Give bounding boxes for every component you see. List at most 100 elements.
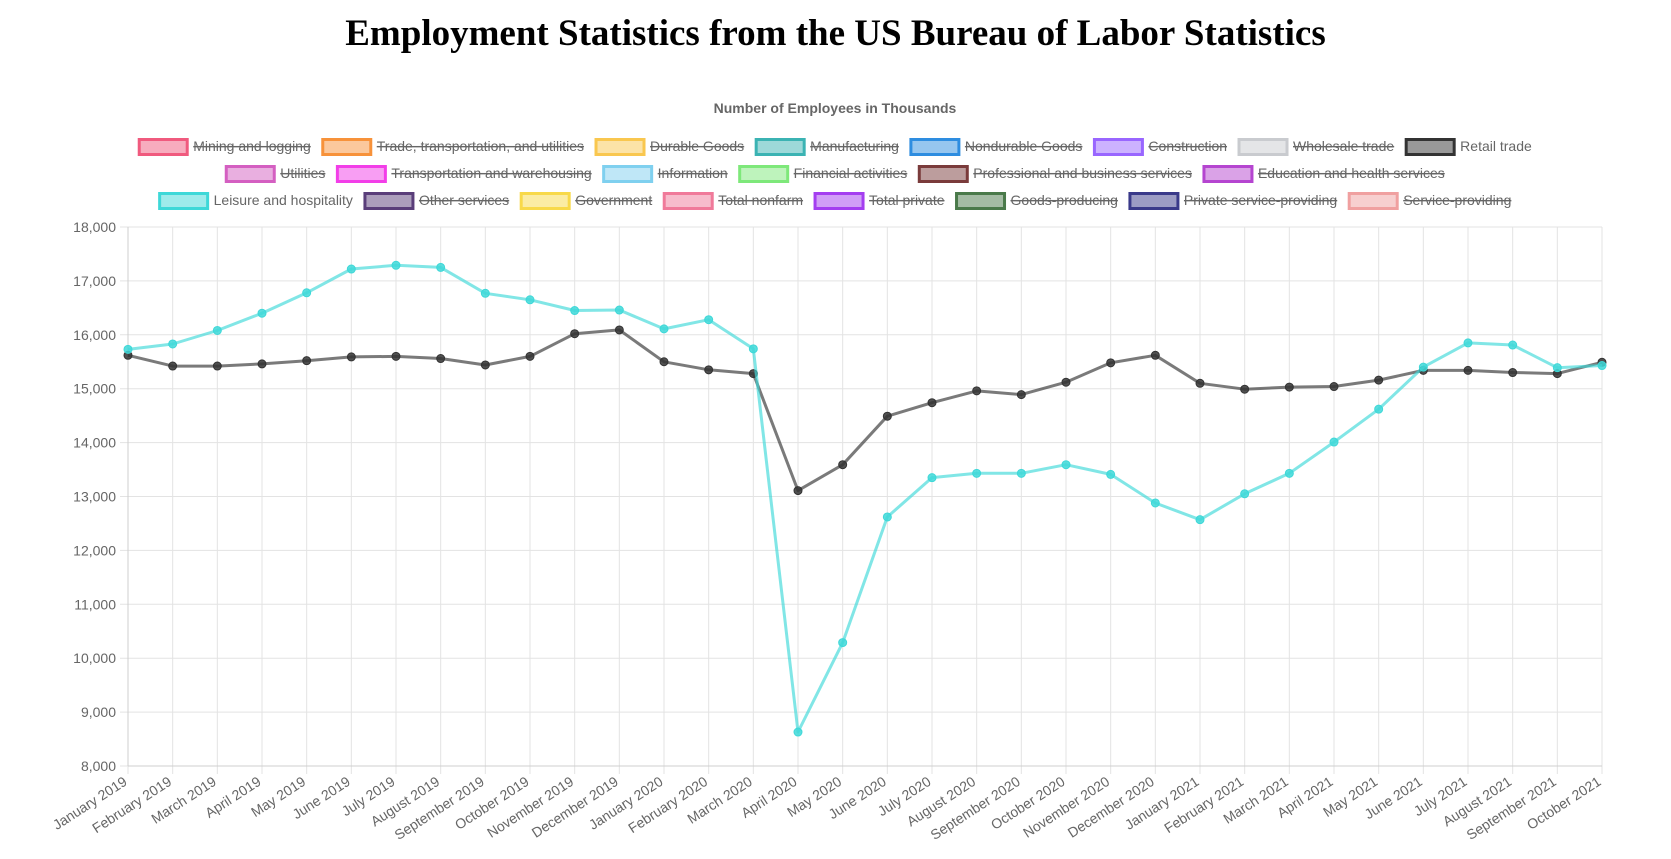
legend-item[interactable]: Nondurable Goods — [909, 138, 1083, 156]
legend-item[interactable]: Service-providing — [1347, 192, 1511, 210]
data-point[interactable] — [838, 638, 848, 648]
legend-item[interactable]: Total private — [813, 192, 945, 210]
data-point[interactable] — [436, 354, 446, 364]
legend-item[interactable]: Private service-providing — [1128, 192, 1337, 210]
legend-item[interactable]: Trade, transportation, and utilities — [321, 138, 584, 156]
data-point[interactable] — [927, 398, 937, 408]
legend-item[interactable]: Goods-producing — [955, 192, 1118, 210]
y-tick-label: 8,000 — [81, 758, 116, 774]
data-point[interactable] — [391, 260, 401, 270]
data-point[interactable] — [1508, 368, 1518, 378]
data-point[interactable] — [168, 361, 178, 371]
data-point[interactable] — [1329, 382, 1339, 392]
legend-item[interactable]: Manufacturing — [754, 138, 899, 156]
data-point[interactable] — [1329, 437, 1339, 447]
legend-item[interactable]: Construction — [1092, 138, 1227, 156]
data-point[interactable] — [212, 361, 222, 371]
data-point[interactable] — [302, 288, 312, 298]
data-point[interactable] — [1195, 515, 1205, 525]
data-point[interactable] — [525, 295, 535, 305]
data-point[interactable] — [1016, 390, 1026, 400]
data-point[interactable] — [614, 305, 624, 315]
data-point[interactable] — [704, 315, 714, 325]
data-point[interactable] — [1552, 363, 1562, 373]
legend-swatch — [1128, 192, 1180, 210]
data-point[interactable] — [480, 360, 490, 370]
y-axis: 8,000 9,000 10,000 11,000 12,000 13,000 14,000… — [73, 219, 129, 774]
data-point[interactable] — [1508, 340, 1518, 350]
data-point[interactable] — [1240, 489, 1250, 499]
data-point[interactable] — [1284, 468, 1294, 478]
data-point[interactable] — [257, 308, 267, 318]
data-point[interactable] — [525, 351, 535, 361]
chart-title: Number of Employees in Thousands — [714, 100, 957, 116]
data-point[interactable] — [793, 727, 803, 737]
legend-item[interactable]: Education and health services — [1202, 165, 1445, 183]
legend-item[interactable]: Wholesale trade — [1237, 138, 1394, 156]
data-point[interactable] — [1061, 377, 1071, 387]
data-point[interactable] — [1106, 469, 1116, 479]
legend-item[interactable]: Transportation and warehousing — [335, 165, 592, 183]
data-point[interactable] — [704, 365, 714, 375]
data-point[interactable] — [659, 357, 669, 367]
data-point[interactable] — [1374, 375, 1384, 385]
legend-item[interactable]: Leisure and hospitality — [158, 192, 353, 210]
data-point[interactable] — [882, 512, 892, 522]
data-point[interactable] — [1195, 378, 1205, 388]
series — [123, 325, 1607, 496]
legend-item[interactable]: Government — [519, 192, 652, 210]
data-point[interactable] — [570, 306, 580, 316]
data-point[interactable] — [570, 329, 580, 339]
data-point[interactable] — [838, 460, 848, 470]
data-point[interactable] — [748, 344, 758, 354]
data-point[interactable] — [614, 325, 624, 335]
data-point[interactable] — [168, 339, 178, 349]
data-point[interactable] — [212, 325, 222, 335]
legend-swatch — [158, 192, 210, 210]
legend-item[interactable]: Mining and logging — [137, 138, 311, 156]
data-point[interactable] — [972, 386, 982, 396]
data-point[interactable] — [1150, 498, 1160, 508]
data-point[interactable] — [1106, 358, 1116, 368]
legend-label: Private service-providing — [1184, 192, 1337, 208]
data-point[interactable] — [1240, 384, 1250, 394]
legend-item[interactable]: Total nonfarm — [662, 192, 803, 210]
legend-item[interactable]: Professional and business services — [917, 165, 1192, 183]
series-line — [127, 263, 1603, 734]
data-point[interactable] — [1597, 361, 1607, 371]
data-point[interactable] — [659, 324, 669, 334]
legend-item[interactable]: Retail trade — [1404, 138, 1532, 156]
legend-item[interactable]: Information — [602, 165, 728, 183]
data-point[interactable] — [1150, 350, 1160, 360]
legend-label: Wholesale trade — [1293, 138, 1394, 154]
data-point[interactable] — [927, 473, 937, 483]
data-point[interactable] — [123, 344, 133, 354]
legend-item[interactable]: Utilities — [224, 165, 325, 183]
data-point[interactable] — [882, 411, 892, 421]
data-point[interactable] — [257, 359, 267, 369]
data-point[interactable] — [1284, 382, 1294, 392]
legend-label: Total private — [869, 192, 945, 208]
legend-item[interactable]: Durable Goods — [594, 138, 744, 156]
data-point[interactable] — [1016, 468, 1026, 478]
legend-swatch — [1202, 165, 1254, 183]
data-point[interactable] — [346, 352, 356, 362]
data-point[interactable] — [346, 264, 356, 274]
legend-label: Leisure and hospitality — [214, 192, 353, 208]
legend-label: Durable Goods — [650, 138, 744, 154]
data-point[interactable] — [1061, 460, 1071, 470]
data-point[interactable] — [436, 262, 446, 272]
data-point[interactable] — [972, 468, 982, 478]
legend-item[interactable]: Financial activities — [738, 165, 908, 183]
data-point[interactable] — [793, 486, 803, 496]
data-point[interactable] — [302, 356, 312, 366]
legend-item[interactable]: Other services — [363, 192, 509, 210]
data-point[interactable] — [1374, 404, 1384, 414]
data-point[interactable] — [391, 351, 401, 361]
series-line — [127, 328, 1603, 493]
data-point[interactable] — [1418, 362, 1428, 372]
data-point[interactable] — [1463, 338, 1473, 348]
data-point[interactable] — [480, 288, 490, 298]
data-point[interactable] — [1463, 365, 1473, 375]
